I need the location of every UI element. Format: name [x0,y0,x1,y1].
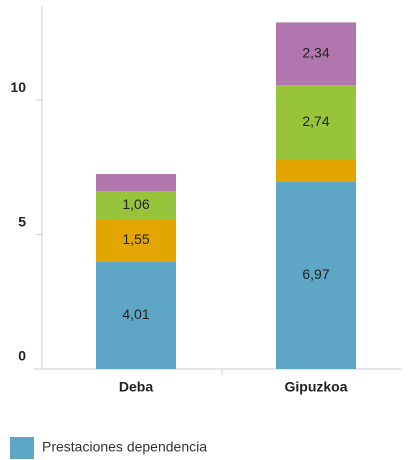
x-tick-label: Gipuzkoa [284,379,347,395]
value-label: 6,97 [302,266,329,282]
legend-label: Prestaciones dependencia [42,439,207,455]
y-tick-label: 0 [18,348,26,364]
value-label: 1,06 [122,196,149,212]
bar-segment [276,158,356,182]
legend-swatch [10,437,34,459]
value-label: 1,55 [122,231,149,247]
bar-segment [276,22,356,86]
bar-segment [96,190,176,220]
x-tick-label: Deba [119,379,153,395]
bar-segment [276,181,356,369]
bar-segment [96,219,176,262]
value-label: 2,74 [302,113,329,129]
value-label: 2,34 [302,45,329,61]
bar-segment [96,261,176,369]
value-label: 4,01 [122,306,149,322]
y-tick-label: 5 [18,213,26,229]
y-tick-label: 10 [10,79,26,95]
bar-segment [276,85,356,159]
bar-segment [96,174,176,191]
